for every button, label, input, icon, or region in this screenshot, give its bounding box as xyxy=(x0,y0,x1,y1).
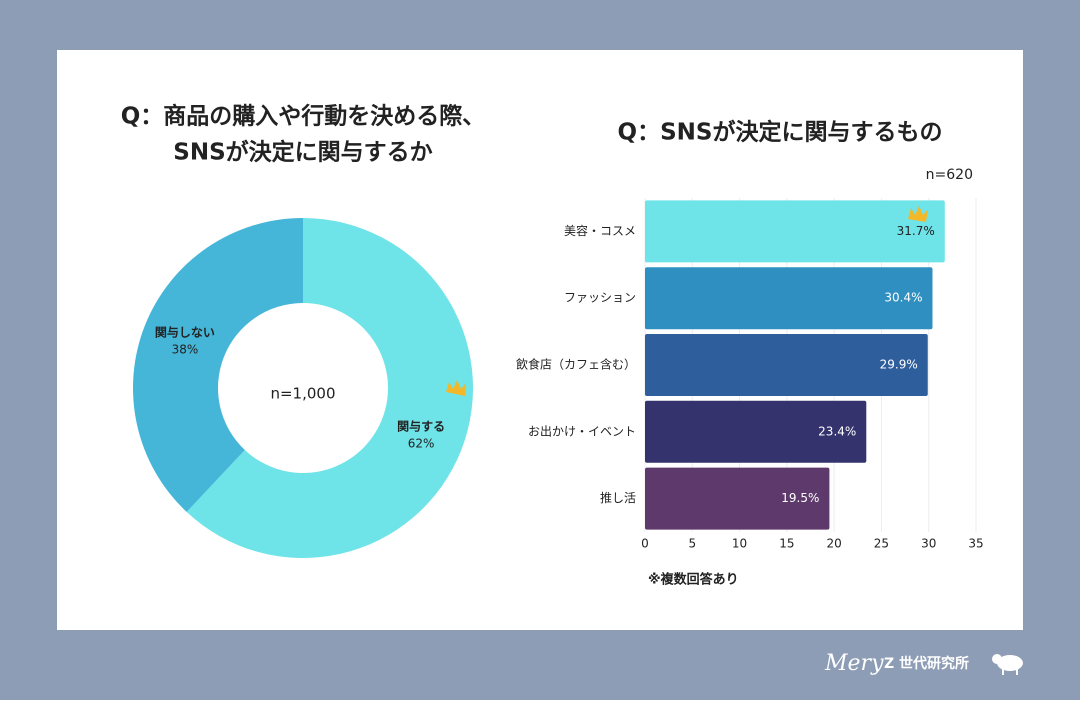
x-tick-label: 0 xyxy=(641,537,649,551)
donut-slice xyxy=(133,218,303,512)
footer-text: Z 世代研究所 xyxy=(884,655,969,672)
slice-value-label: 62% xyxy=(408,436,435,450)
category-label: 飲食店（カフェ含む） xyxy=(516,357,636,372)
slice-label: 関与しない xyxy=(155,326,215,340)
bar xyxy=(645,200,945,263)
bar-value-label: 29.9% xyxy=(880,358,918,372)
category-label: 美容・コスメ xyxy=(564,223,636,238)
sample-size: n=620 xyxy=(926,167,973,183)
bar xyxy=(645,400,867,463)
footer-brand: Mery xyxy=(824,651,884,676)
bar xyxy=(645,267,933,330)
x-tick-label: 30 xyxy=(921,537,936,551)
x-tick-label: 20 xyxy=(827,537,842,551)
x-tick-label: 25 xyxy=(874,537,889,551)
chart-title: Q：SNSが決定に関与するもの xyxy=(618,119,943,146)
sheep-icon xyxy=(992,654,1023,675)
bar-value-label: 31.7% xyxy=(897,224,935,238)
x-tick-label: 5 xyxy=(688,537,696,551)
note: ※複数回答あり xyxy=(648,572,739,588)
bar xyxy=(645,334,928,396)
bar-value-label: 23.4% xyxy=(818,424,856,438)
bar-value-label: 30.4% xyxy=(884,291,922,305)
category-label: 推し活 xyxy=(600,491,636,505)
donut-slice xyxy=(186,218,474,558)
bar-value-label: 19.5% xyxy=(781,491,819,505)
x-tick-label: 10 xyxy=(732,537,747,551)
center-label: n=1,000 xyxy=(270,385,335,403)
crown-icon xyxy=(446,206,928,396)
category-label: ファッション xyxy=(564,291,636,305)
bar xyxy=(645,467,830,530)
x-tick-label: 15 xyxy=(779,537,794,551)
chart-title: SNSが決定に関与するか xyxy=(173,139,432,166)
chart-title: Q：商品の購入や行動を決める際、 xyxy=(121,103,486,130)
category-label: お出かけ・イベント xyxy=(528,424,636,438)
x-tick-label: 35 xyxy=(968,537,983,551)
slice-value-label: 38% xyxy=(172,343,199,357)
slice-label: 関与する xyxy=(397,419,445,433)
